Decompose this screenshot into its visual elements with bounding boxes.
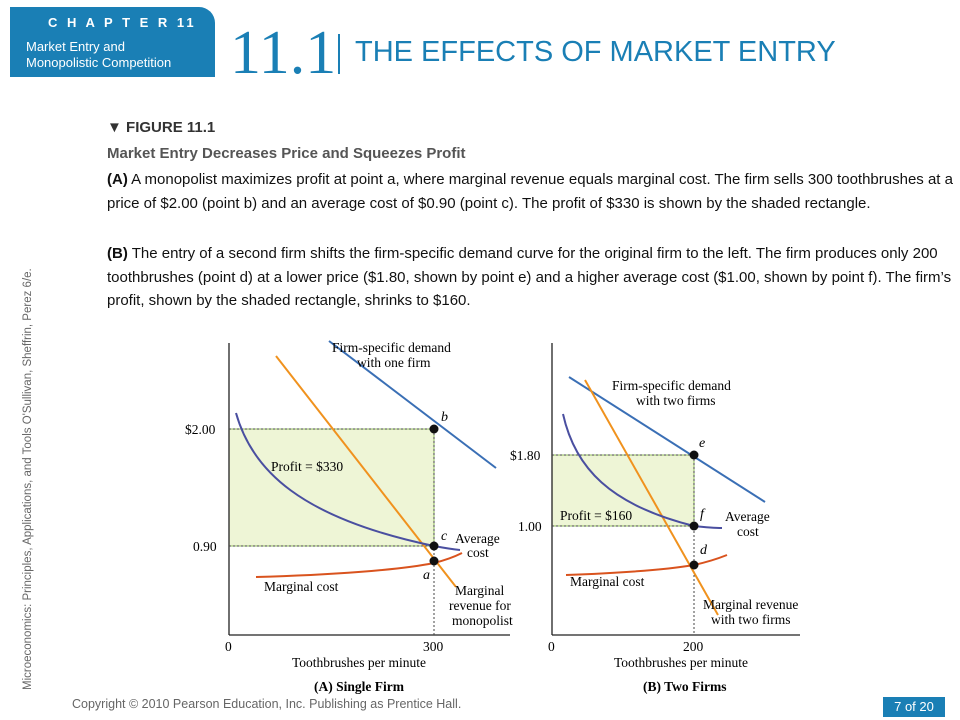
mc-label-a: Marginal cost <box>264 579 339 594</box>
caption-a-tag: (A) <box>107 171 128 188</box>
profit-rect-b <box>551 454 695 527</box>
chapter-subtitle-line1: Market Entry and <box>26 39 125 54</box>
profit-label-b: Profit = $160 <box>560 508 632 523</box>
mr-curve-a <box>275 355 457 588</box>
point-f <box>689 521 699 531</box>
mr-label-a1: Marginal <box>455 583 504 598</box>
ac-label-a1: Average <box>455 531 500 546</box>
mr-label-a2: revenue for <box>449 598 511 613</box>
point-e <box>689 450 699 460</box>
point-label-a: a <box>423 568 430 583</box>
figure-label-text: FIGURE 11.1 <box>126 119 216 136</box>
demand-label-a1: Firm-specific demand <box>332 340 451 355</box>
ac-label-b1: Average <box>725 509 770 524</box>
point-a <box>429 556 439 566</box>
mc-curve-a <box>255 552 463 578</box>
figure-subtitle: Market Entry Decreases Price and Squeeze… <box>107 145 466 162</box>
x-tick-b-q: 200 <box>683 639 704 654</box>
y-tick-a-hi: $2.00 <box>185 422 216 437</box>
point-label-c: c <box>441 529 448 544</box>
caption-a: (A) A monopolist maximizes profit at poi… <box>107 168 957 215</box>
x-label-a: Toothbrushes per minute <box>292 655 426 670</box>
figure-label: ▼ FIGURE 11.1 <box>107 119 215 136</box>
page-indicator: 7 of 20 <box>883 697 945 717</box>
mc-curve-b <box>565 554 728 576</box>
panel-title-b: (B) Two Firms <box>643 679 727 694</box>
point-d <box>689 560 699 570</box>
caption-b-tag: (B) <box>107 245 128 262</box>
ac-curve-b <box>562 413 723 529</box>
mr-label-b2: with two firms <box>711 612 791 627</box>
mr-label-a3: monopolist <box>452 613 513 628</box>
triangle-down-icon: ▼ <box>107 119 122 136</box>
section-number: 11.1 <box>230 19 337 87</box>
y-tick-a-lo: 0.90 <box>193 539 217 554</box>
panel-a: Firm-specific demand with one firm Profi… <box>185 340 513 694</box>
x-label-b: Toothbrushes per minute <box>614 655 748 670</box>
demand-label-b1: Firm-specific demand <box>612 378 731 393</box>
ac-curve-a <box>235 412 461 551</box>
chapter-label: C H A P T E R 11 <box>48 15 197 30</box>
ac-label-a2: cost <box>467 545 489 560</box>
point-label-d: d <box>700 543 708 558</box>
section-title: THE EFFECTS OF MARKET ENTRY <box>355 36 836 68</box>
point-b <box>429 424 439 434</box>
mr-curve-b <box>584 379 719 616</box>
ac-label-b2: cost <box>737 524 759 539</box>
caption-b-text: The entry of a second firm shifts the fi… <box>107 245 952 309</box>
mr-label-b1: Marginal revenue <box>703 597 798 612</box>
panel-title-a: (A) Single Firm <box>314 679 405 694</box>
y-tick-b-hi: $1.80 <box>510 448 541 463</box>
section-divider <box>338 34 340 74</box>
x-tick-b-0: 0 <box>548 639 555 654</box>
chapter-header-box: C H A P T E R 11 Market Entry and Monopo… <box>10 7 215 77</box>
demand-label-b2: with two firms <box>636 393 716 408</box>
point-c <box>429 541 439 551</box>
x-tick-a-q: 300 <box>423 639 444 654</box>
point-label-e: e <box>699 436 705 451</box>
demand-curve-a <box>328 340 497 469</box>
profit-label-a: Profit = $330 <box>271 459 343 474</box>
copyright-text: Copyright © 2010 Pearson Education, Inc.… <box>72 697 462 711</box>
profit-rect-a <box>228 428 435 547</box>
chapter-subtitle-line2: Monopolistic Competition <box>26 55 172 70</box>
point-label-b: b <box>441 410 448 425</box>
x-tick-a-0: 0 <box>225 639 232 654</box>
caption-a-text: A monopolist maximizes profit at point a… <box>107 171 953 212</box>
point-label-f: f <box>700 507 706 522</box>
chapter-subtitle: Market Entry and Monopolistic Competitio… <box>26 39 171 71</box>
demand-label-a2: with one firm <box>357 355 431 370</box>
caption-b: (B) The entry of a second firm shifts th… <box>107 242 957 313</box>
panel-b: Firm-specific demand with two firms Prof… <box>510 343 800 694</box>
mc-label-b: Marginal cost <box>570 574 645 589</box>
demand-curve-b <box>568 376 766 503</box>
y-tick-b-lo: 1.00 <box>518 519 542 534</box>
